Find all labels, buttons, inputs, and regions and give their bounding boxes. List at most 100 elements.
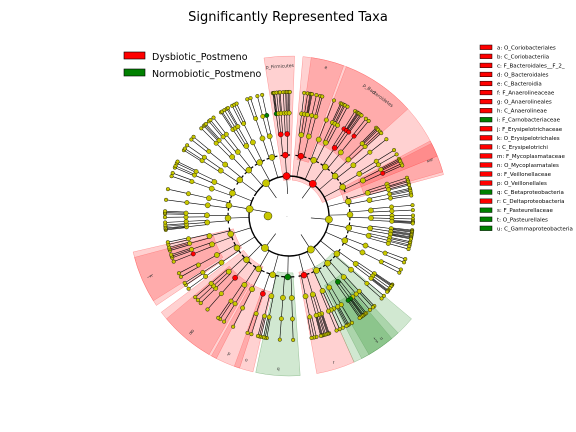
tree-node xyxy=(359,141,365,146)
tree-branch xyxy=(370,206,392,210)
tree-branch xyxy=(318,269,330,288)
tree-branch xyxy=(356,261,375,274)
tree-branch xyxy=(354,120,369,138)
tree-branch xyxy=(246,244,262,260)
tree-branch xyxy=(242,289,253,309)
tree-branch xyxy=(178,263,198,274)
taxa-key-list: a: O_Coriobacteriales b: C_Coriobacteriia… xyxy=(479,44,573,232)
tree-node xyxy=(183,210,189,216)
tree-branch xyxy=(191,242,212,250)
tree-node xyxy=(208,185,215,192)
tree-branch xyxy=(328,311,337,331)
tree-node xyxy=(229,189,236,197)
tree-node xyxy=(310,291,316,298)
tree-node xyxy=(286,110,292,116)
tree-branch xyxy=(325,264,339,282)
tree-node xyxy=(185,143,190,148)
tree-branch xyxy=(307,93,312,115)
tree-node xyxy=(331,98,336,103)
tree-branch xyxy=(257,315,264,337)
tree-node xyxy=(268,154,276,161)
tree-node xyxy=(410,208,415,213)
tree-branch xyxy=(370,228,391,232)
tree-branch xyxy=(330,309,340,330)
tree-node xyxy=(397,270,402,275)
tree-branch xyxy=(200,288,216,304)
tree-branch xyxy=(271,157,279,178)
tree-node xyxy=(307,314,313,320)
tree-node xyxy=(345,224,353,232)
tree-branch xyxy=(358,161,377,173)
tree-node xyxy=(306,245,315,254)
tree-branch xyxy=(352,297,366,315)
tree-node xyxy=(379,131,384,136)
tree-branch xyxy=(221,250,239,263)
chart-title: Significantly Represented Taxa xyxy=(188,10,388,25)
tree-branch xyxy=(279,318,282,340)
tree-branch xyxy=(309,316,315,338)
tree-branch xyxy=(347,143,363,159)
tree-branch xyxy=(332,103,343,123)
tree-branch xyxy=(336,307,347,327)
tree-node xyxy=(309,335,314,340)
tree-branch xyxy=(303,114,308,136)
tree-branch xyxy=(193,136,210,151)
tree-branch xyxy=(349,210,371,213)
tree-node xyxy=(227,230,234,238)
tree-node xyxy=(199,126,204,131)
tree-branch xyxy=(359,290,375,307)
tree-branch xyxy=(221,277,236,294)
tree-branch xyxy=(390,195,412,200)
tree-node xyxy=(255,334,260,339)
tree-node xyxy=(201,154,207,160)
tree-branch xyxy=(391,204,413,208)
tree-node xyxy=(287,90,292,95)
tree-branch xyxy=(222,136,237,154)
tree-branch xyxy=(382,165,403,175)
tree-branch xyxy=(347,300,360,319)
tree-branch xyxy=(346,112,359,131)
key-label-e: e: C_Bacteroidia xyxy=(497,82,542,88)
tree-node xyxy=(367,225,373,232)
tree-branch xyxy=(370,225,392,229)
tree-node xyxy=(253,311,259,317)
tree-branch xyxy=(239,179,257,193)
tree-branch xyxy=(234,261,250,279)
key-swatch-c xyxy=(479,62,493,68)
tree-branch xyxy=(180,266,200,278)
tree-node xyxy=(340,274,347,280)
tree-branch xyxy=(361,127,377,143)
tree-branch xyxy=(259,315,265,337)
tree-branch xyxy=(262,116,269,137)
tree-branch xyxy=(380,158,400,169)
key-swatch-f xyxy=(479,90,493,96)
tree-node xyxy=(339,183,346,191)
tree-branch xyxy=(341,173,360,185)
tree-node xyxy=(232,301,238,307)
tree-branch xyxy=(250,98,258,119)
tree-node xyxy=(220,134,226,140)
tree-branch xyxy=(183,149,202,162)
key-label-f: f: F_Anaerolineaceae xyxy=(497,91,555,97)
tree-branch xyxy=(188,276,206,289)
tree-branch xyxy=(208,151,226,165)
clade-wedge-label: l xyxy=(145,275,151,279)
tree-branch xyxy=(334,130,347,149)
tree-node xyxy=(335,279,341,285)
tree-branch xyxy=(298,254,305,276)
tree-branch xyxy=(210,119,224,137)
tree-node xyxy=(310,92,315,97)
tree-node xyxy=(381,293,386,298)
tree-node xyxy=(193,295,198,300)
key-label-l: l: C_Erysipelotrichi xyxy=(497,145,548,151)
tree-node xyxy=(325,215,333,224)
group-legend: Dysbiotic_Postmeno Normobiotic_Postmeno xyxy=(123,51,262,80)
tree-node xyxy=(352,260,359,267)
tree-node xyxy=(203,274,208,279)
tree-branch xyxy=(165,227,187,231)
tree-branch xyxy=(303,136,310,157)
tree-node xyxy=(186,191,191,197)
tree-node xyxy=(331,172,339,180)
tree-branch xyxy=(320,291,329,312)
tree-node xyxy=(344,323,349,328)
